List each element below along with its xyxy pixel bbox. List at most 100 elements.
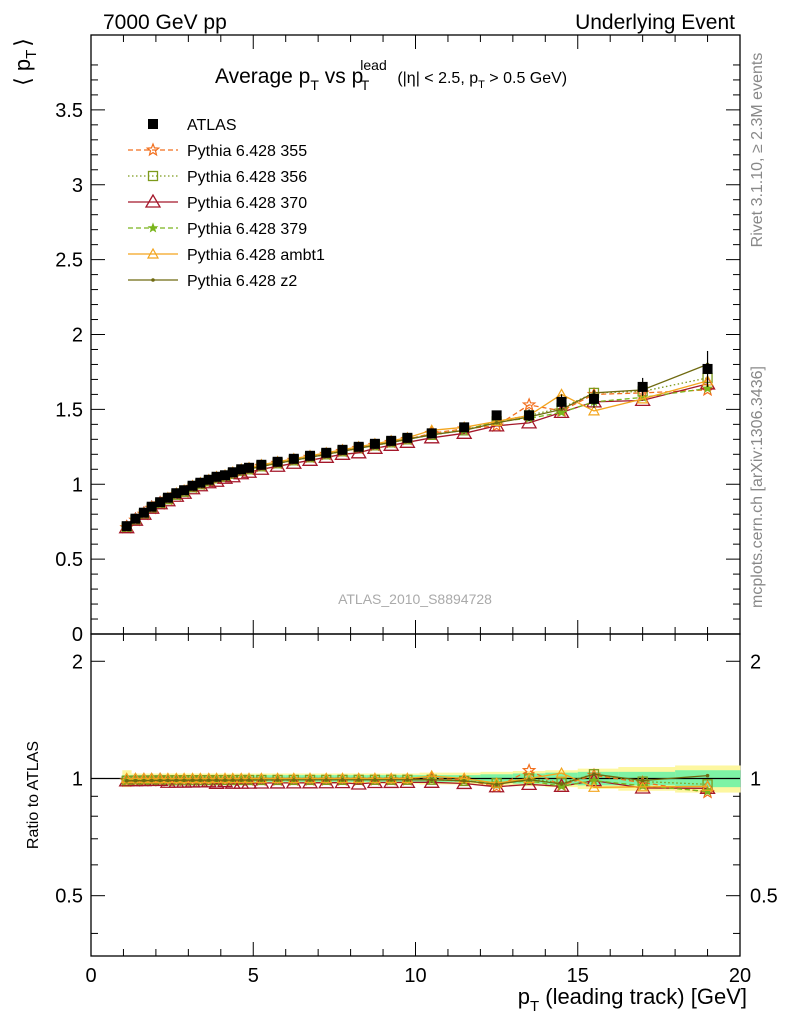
atlas-point [369,438,380,449]
atlas-point [459,422,470,433]
atlas-point [337,444,348,455]
legend-marker-z2 [151,278,155,282]
ratio-point-ambt1 [287,772,300,784]
atlas-point [211,471,222,482]
atlas-point [130,513,141,524]
ratio-ylabel: Ratio to ATLAS [25,741,42,849]
legend-label-p356: Pythia 6.428 356 [187,169,307,186]
ratio-point-z2 [214,778,219,782]
point-ambt1 [587,404,600,416]
legend-marker-p370 [144,193,162,208]
ratio-point-z2 [559,782,564,786]
atlas-point [179,485,190,496]
ratio-point-ambt1 [368,772,381,784]
legend-marker-ambt1 [146,247,160,259]
ratio-point-ambt1 [401,772,414,784]
mcplots-label: mcplots.cern.ch [arXiv:1306.3436] [749,366,766,608]
series-line-p356 [126,377,708,529]
atlas-point [187,480,198,491]
atlas-point [556,396,567,407]
ratio-point-z2 [389,777,393,782]
ratio-point-z2 [356,778,361,782]
atlas-point [702,363,713,374]
atlas-point [162,492,173,503]
chart-title: Average pT vs plead T (|η| < 2.5, pT > 0.5… [215,57,567,93]
ratio-point-p370 [488,778,505,793]
ratio-point-ambt1 [320,772,333,784]
ratio-series-group [118,762,716,799]
ratio-point-z2 [308,778,312,782]
ratio-point-ambt1 [636,780,649,792]
ratio-point-z2 [142,778,146,783]
ratio-y-tick-label: 2 [72,651,83,673]
atlas-point [256,459,267,470]
main-series-group [118,350,716,534]
x-tick-label: 20 [729,965,751,987]
ratio-point-ambt1 [178,772,191,784]
title-vs-sub: T [361,77,370,93]
legend-marker-p379 [147,222,159,233]
atlas-point [637,381,648,392]
atlas-point [491,410,502,421]
atlas-point [402,432,413,443]
ratio-point-p370 [383,774,400,789]
rivet-label: Rivet 3.1.10, ≥ 2.3M events [749,53,766,248]
title-vs: vs p [319,65,363,88]
ratio-point-ambt1 [235,772,248,784]
legend-marker-ATLAS [148,119,158,129]
atlas-point [121,521,132,532]
x-tick-label: 5 [248,965,259,987]
ratio-point-ambt1 [701,780,714,791]
ratio-y-tick-label: 0.5 [55,886,83,908]
ratio-point-z2 [429,777,434,782]
legend-marker-p356 [147,170,159,182]
ratio-point-z2 [259,778,264,782]
atlas-point [426,428,437,439]
ratio-point-z2 [324,778,329,782]
ratio-point-z2 [640,778,645,783]
ratio-point-ambt1 [336,772,349,784]
atlas-point [386,435,397,446]
ratio-point-p370 [285,774,302,789]
atlas-point [288,453,299,464]
main-y-tick-label: 3 [72,175,83,197]
main-y-tick-label: 2.5 [55,250,83,272]
title-main: Average p [215,65,310,88]
atlas-point [203,474,214,485]
ratio-point-z2 [592,772,596,777]
main-y-tick-label: 1.5 [55,399,83,421]
ratio-point-ambt1 [210,772,223,784]
ratio-point-z2 [124,779,129,783]
ratio-point-p370 [301,774,319,789]
ratio-point-z2 [198,778,203,782]
ratio-point-z2 [166,778,170,783]
main-y-tick-label: 3.5 [55,100,83,122]
ratio-point-ambt1 [170,772,183,784]
atlas-point [171,488,182,499]
x-label-sub: T [530,998,539,1015]
x-label-rest: (leading track) [GeV] [539,984,747,1009]
ratio-point-ambt1 [490,776,503,788]
main-ylabel-main: ⟨ p [10,59,35,86]
ratio-point-z2 [231,778,235,782]
legend-marker-p355 [145,142,161,157]
ratio-point-z2 [158,778,162,783]
ratio-line-z2 [126,773,708,786]
ratio-point-z2 [705,773,710,778]
main-y-tick-label: 2 [72,325,83,347]
ratio-point-ambt1 [304,772,317,784]
point-p355 [521,397,537,412]
ratio-point-z2 [373,778,377,782]
ratio-point-ambt1 [523,772,536,784]
legend-label-p355: Pythia 6.428 355 [187,143,307,160]
main-y-tick-label: 1 [72,474,83,496]
atlas-point [353,441,364,452]
ratio-y-tick-label-right: 0.5 [750,886,778,908]
ratio-point-p379 [556,780,567,791]
ratio-point-p370 [399,774,416,789]
ratio-point-p370 [520,776,538,791]
series-line-p355 [126,389,708,529]
ratio-point-ambt1 [555,766,568,778]
ratio-point-z2 [223,778,227,782]
